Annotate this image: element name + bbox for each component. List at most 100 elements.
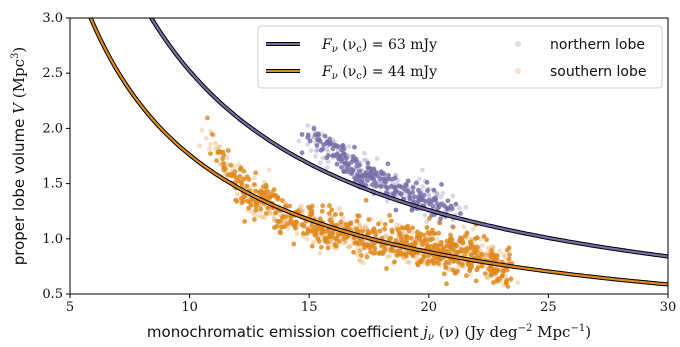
point-northern-lobe — [345, 169, 351, 175]
point-southern-lobe — [432, 231, 438, 237]
point-northern-lobe — [396, 183, 402, 189]
point-southern-lobe — [419, 244, 425, 250]
point-southern-lobe — [382, 249, 387, 255]
point-northern-lobe — [299, 150, 305, 156]
point-southern-lobe — [233, 175, 239, 181]
y-tick-label: 0.5 — [42, 287, 63, 302]
point-southern-lobe — [382, 234, 387, 240]
point-southern-lobe — [369, 245, 375, 251]
point-northern-lobe — [412, 194, 417, 200]
point-southern-lobe — [338, 219, 344, 225]
curve-44-mJy — [89, 18, 668, 286]
point-northern-lobe — [380, 181, 386, 187]
point-southern-lobe — [485, 275, 490, 281]
point-southern-lobe — [484, 252, 490, 257]
point-northern-lobe — [385, 161, 391, 167]
point-northern-lobe — [435, 205, 441, 211]
point-northern-lobe — [382, 174, 388, 180]
point-southern-lobe — [208, 129, 214, 134]
point-southern-lobe — [495, 277, 501, 282]
point-northern-lobe — [311, 126, 317, 131]
point-southern-lobe — [425, 242, 430, 248]
point-southern-lobe — [441, 246, 446, 252]
point-southern-lobe — [421, 232, 427, 238]
point-southern-lobe — [208, 142, 214, 147]
point-northern-lobe — [439, 182, 444, 187]
point-northern-lobe — [368, 170, 374, 176]
point-southern-lobe — [478, 253, 484, 259]
point-southern-lobe — [294, 231, 300, 236]
point-southern-lobe — [384, 232, 389, 238]
point-southern-lobe — [360, 229, 365, 234]
point-northern-lobe — [436, 219, 441, 225]
point-southern-lobe — [357, 247, 363, 253]
series-southern-lobe — [197, 115, 521, 289]
point-southern-lobe — [445, 243, 451, 249]
point-southern-lobe — [412, 242, 417, 248]
point-southern-lobe — [421, 253, 427, 259]
point-northern-lobe — [312, 134, 317, 140]
point-northern-lobe — [348, 171, 354, 177]
point-southern-lobe — [300, 208, 306, 214]
point-southern-lobe — [478, 236, 483, 242]
point-southern-lobe — [369, 216, 374, 222]
point-southern-lobe — [281, 222, 287, 228]
point-southern-lobe — [366, 231, 372, 236]
point-southern-lobe — [472, 237, 478, 243]
point-southern-lobe — [458, 263, 464, 269]
point-southern-lobe — [500, 268, 506, 274]
point-northern-lobe — [305, 142, 311, 148]
point-southern-lobe — [282, 224, 287, 230]
point-southern-lobe — [370, 228, 376, 234]
point-southern-lobe — [400, 238, 406, 244]
point-southern-lobe — [427, 231, 433, 237]
point-northern-lobe — [458, 211, 463, 216]
point-southern-lobe — [419, 256, 425, 262]
point-southern-lobe — [217, 162, 222, 167]
point-southern-lobe — [317, 250, 323, 256]
point-southern-lobe — [403, 250, 409, 256]
point-southern-lobe — [338, 237, 344, 243]
point-northern-lobe — [429, 199, 434, 205]
point-southern-lobe — [333, 212, 338, 217]
point-southern-lobe — [379, 244, 385, 250]
point-southern-lobe — [208, 151, 213, 157]
point-southern-lobe — [465, 248, 471, 254]
point-southern-lobe — [280, 198, 285, 203]
point-southern-lobe — [401, 231, 407, 237]
point-southern-lobe — [334, 243, 339, 249]
point-southern-lobe — [354, 245, 360, 251]
point-northern-lobe — [382, 176, 387, 182]
point-northern-lobe — [324, 165, 330, 171]
point-southern-lobe — [475, 265, 481, 270]
point-southern-lobe — [328, 215, 334, 221]
point-southern-lobe — [424, 225, 430, 230]
point-northern-lobe — [420, 184, 426, 190]
point-southern-lobe — [331, 230, 337, 236]
legend-marker-southern — [515, 68, 521, 74]
curve-63-mJy — [150, 18, 668, 258]
point-southern-lobe — [358, 253, 364, 258]
point-southern-lobe — [388, 235, 394, 241]
point-southern-lobe — [275, 196, 281, 202]
point-southern-lobe — [309, 223, 315, 228]
point-southern-lobe — [367, 239, 372, 245]
point-northern-lobe — [348, 160, 354, 165]
point-southern-lobe — [382, 247, 388, 253]
point-southern-lobe — [297, 205, 302, 211]
point-southern-lobe — [341, 240, 346, 246]
point-southern-lobe — [501, 252, 507, 257]
point-southern-lobe — [356, 241, 362, 247]
point-southern-lobe — [221, 161, 227, 166]
point-southern-lobe — [244, 184, 250, 189]
point-southern-lobe — [197, 143, 203, 149]
point-southern-lobe — [515, 280, 521, 286]
point-southern-lobe — [242, 219, 248, 224]
point-southern-lobe — [446, 266, 452, 272]
point-southern-lobe — [466, 247, 472, 253]
point-northern-lobe — [362, 150, 367, 156]
point-southern-lobe — [459, 261, 465, 267]
legend-marker-northern — [515, 41, 521, 47]
point-southern-lobe — [506, 256, 512, 262]
point-southern-lobe — [473, 236, 479, 241]
